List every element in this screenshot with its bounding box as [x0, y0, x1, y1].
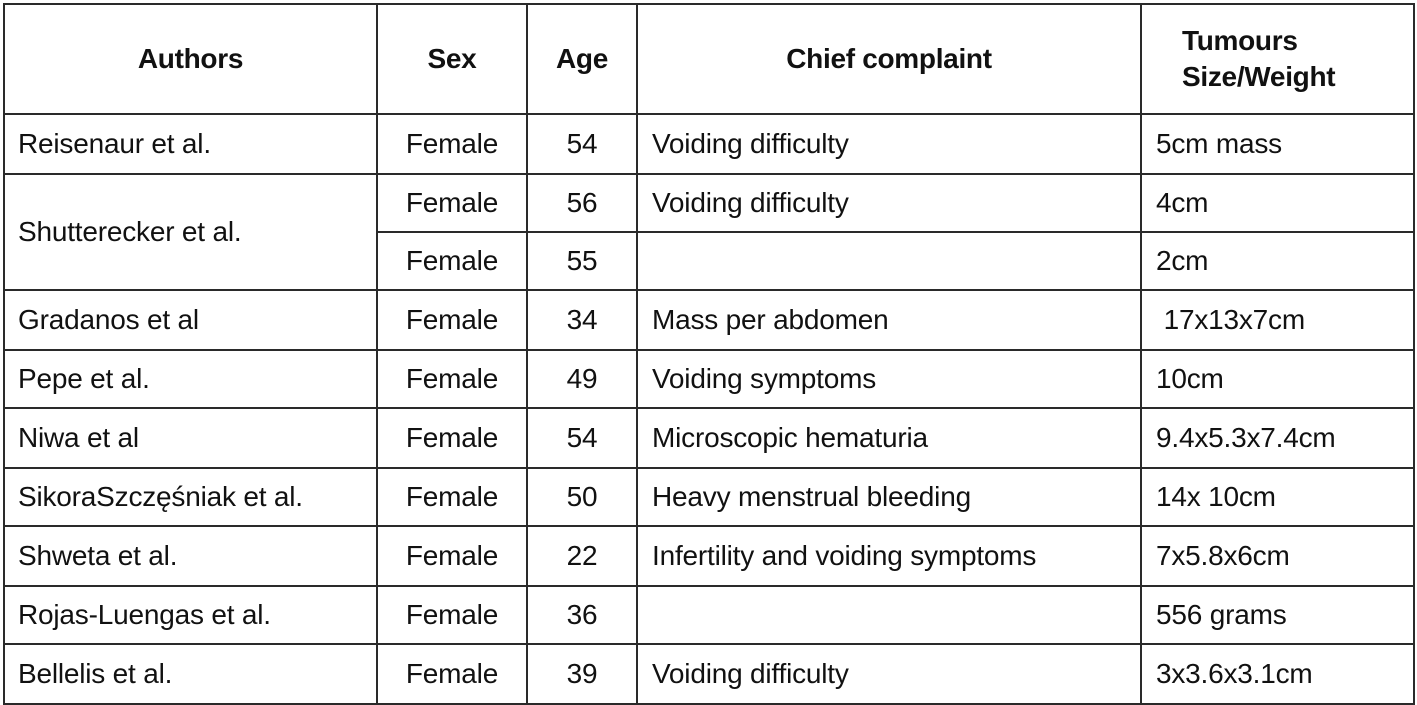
table-row: Rojas-Luengas et al. Female 36 556 grams	[3, 585, 1415, 645]
cell-size: 10cm	[1140, 349, 1415, 409]
header-age: Age	[526, 3, 638, 115]
cell-size: 556 grams	[1140, 585, 1415, 645]
cell-author: Pepe et al.	[3, 349, 378, 409]
header-tumour-size-line1: Tumours	[1182, 25, 1298, 56]
header-sex: Sex	[376, 3, 528, 115]
case-reports-table: Authors Sex Age Chief complaint Tumours …	[3, 3, 1415, 705]
cell-size: 14x 10cm	[1140, 467, 1415, 527]
cell-complaint: Voiding symptoms	[636, 349, 1142, 409]
header-tumour-size-line2: Size/Weight	[1182, 61, 1336, 92]
cell-age: 56	[526, 173, 638, 233]
cell-size: 17x13x7cm	[1140, 289, 1415, 351]
table-row: Female 55 2cm	[4, 231, 1415, 291]
cell-sex: Female	[376, 289, 528, 351]
cell-author: Reisenaur et al.	[3, 113, 378, 175]
cell-size: 4cm	[1140, 173, 1415, 233]
cell-complaint: Voiding difficulty	[636, 113, 1142, 175]
cell-age: 36	[526, 585, 638, 645]
cell-author: Shweta et al.	[3, 525, 378, 587]
cell-size: 7x5.8x6cm	[1140, 525, 1415, 587]
cell-author: Gradanos et al	[3, 289, 378, 351]
table-row: SikoraSzczęśniak et al. Female 50 Heavy …	[3, 467, 1415, 527]
cell-complaint	[636, 585, 1142, 645]
cell-size: 9.4x5.3x7.4cm	[1140, 407, 1415, 469]
cell-sex: Female	[376, 231, 528, 291]
cell-age: 39	[526, 643, 638, 705]
cell-sex: Female	[376, 585, 528, 645]
cell-sex: Female	[376, 173, 528, 233]
cell-size: 5cm mass	[1140, 113, 1415, 175]
cell-author: Rojas-Luengas et al.	[3, 585, 378, 645]
cell-complaint: Voiding difficulty	[636, 643, 1142, 705]
cell-age: 54	[526, 407, 638, 469]
cell-size: 3x3.6x3.1cm	[1140, 643, 1415, 705]
cell-author: SikoraSzczęśniak et al.	[3, 467, 378, 527]
cell-author: Bellelis et al.	[3, 643, 378, 705]
table-row: Niwa et al Female 54 Microscopic hematur…	[3, 407, 1415, 469]
cell-sex: Female	[376, 643, 528, 705]
cell-complaint: Voiding difficulty	[636, 173, 1142, 233]
cell-complaint: Microscopic hematuria	[636, 407, 1142, 469]
cell-author: Shutterecker et al.	[3, 173, 378, 291]
cell-age: 50	[526, 467, 638, 527]
table-row: Bellelis et al. Female 39 Voiding diffic…	[3, 643, 1415, 705]
cell-complaint: Infertility and voiding symptoms	[636, 525, 1142, 587]
cell-age: 49	[526, 349, 638, 409]
cell-author: Niwa et al	[3, 407, 378, 469]
table-row: Reisenaur et al. Female 54 Voiding diffi…	[3, 113, 1415, 175]
header-authors: Authors	[3, 3, 378, 115]
cell-complaint: Heavy menstrual bleeding	[636, 467, 1142, 527]
cell-complaint	[636, 231, 1142, 291]
cell-sex: Female	[376, 525, 528, 587]
header-tumour-size: Tumours Size/Weight	[1140, 3, 1415, 115]
cell-age: 22	[526, 525, 638, 587]
cell-sex: Female	[376, 467, 528, 527]
table-row: Gradanos et al Female 34 Mass per abdome…	[3, 289, 1415, 351]
cell-size: 2cm	[1140, 231, 1415, 291]
cell-age: 54	[526, 113, 638, 175]
table-header-row: Authors Sex Age Chief complaint Tumours …	[3, 3, 1415, 115]
table-row: Shweta et al. Female 22 Infertility and …	[3, 525, 1415, 587]
cell-age: 34	[526, 289, 638, 351]
cell-age: 55	[526, 231, 638, 291]
table-row: Shutterecker et al. Female 56 Voiding di…	[3, 173, 1415, 291]
cell-sex: Female	[376, 349, 528, 409]
table-row: Pepe et al. Female 49 Voiding symptoms 1…	[3, 349, 1415, 409]
cell-sex: Female	[376, 407, 528, 469]
cell-complaint: Mass per abdomen	[636, 289, 1142, 351]
header-chief-complaint: Chief complaint	[636, 3, 1142, 115]
cell-sex: Female	[376, 113, 528, 175]
